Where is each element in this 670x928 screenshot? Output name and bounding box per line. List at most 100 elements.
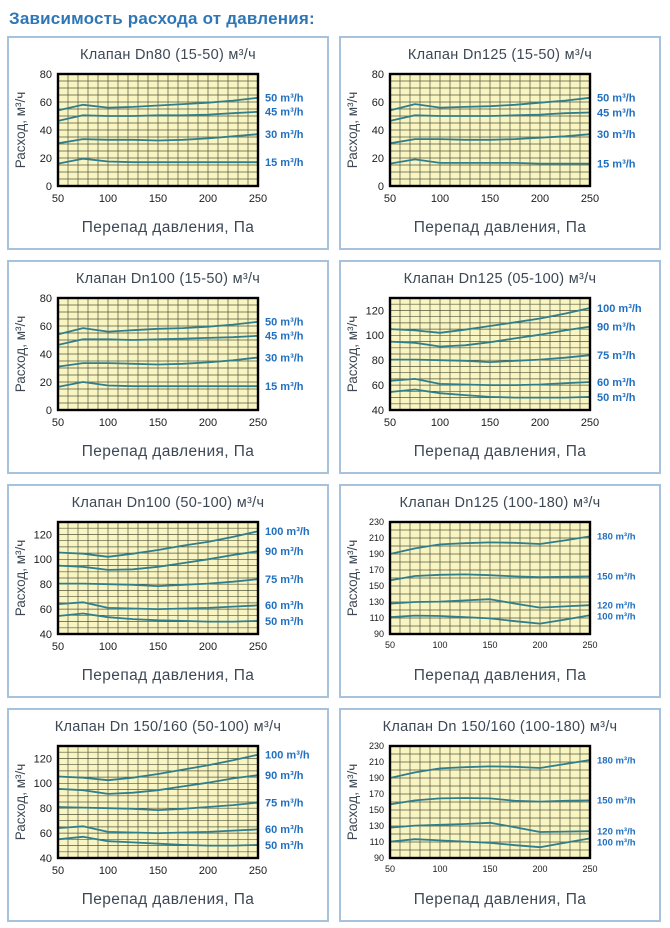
svg-text:150: 150 [482, 640, 497, 650]
chart-title: Клапан Dn 150/160 (100-180) м³/ч [382, 719, 618, 735]
svg-text:15 m³/h: 15 m³/h [265, 381, 304, 393]
svg-text:40: 40 [40, 629, 52, 641]
svg-text:100: 100 [99, 641, 117, 653]
svg-text:130: 130 [369, 597, 384, 607]
chart-panel-dn100-50-100: Клапан Dn100 (50-100) м³/ч 120 100 80 60 40 5… [7, 484, 329, 698]
x-axis-label: Перепад давления, Па [81, 891, 255, 908]
svg-text:50: 50 [52, 641, 64, 653]
svg-text:250: 250 [249, 193, 267, 205]
svg-text:150: 150 [149, 641, 167, 653]
svg-text:60: 60 [372, 97, 384, 109]
svg-text:200: 200 [532, 640, 547, 650]
svg-text:40: 40 [40, 125, 52, 137]
svg-text:250: 250 [249, 641, 267, 653]
svg-text:Расход, м³/ч: Расход, м³/ч [345, 316, 360, 393]
chart-title: Клапан Dn100 (50-100) м³/ч [71, 495, 265, 511]
svg-text:150: 150 [149, 865, 167, 877]
svg-text:90: 90 [374, 853, 384, 863]
svg-text:250: 250 [581, 193, 599, 205]
svg-text:200: 200 [199, 417, 217, 429]
svg-text:100: 100 [431, 417, 449, 429]
chart-panel-dn150-160-50-100: Клапан Dn 150/160 (50-100) м³/ч 120 100 80… [7, 708, 329, 922]
svg-text:60 m³/h: 60 m³/h [265, 600, 304, 612]
svg-text:30 m³/h: 30 m³/h [597, 129, 636, 141]
svg-text:20: 20 [40, 377, 52, 389]
svg-text:150: 150 [481, 193, 499, 205]
svg-text:50: 50 [52, 417, 64, 429]
chart-panel-dn100-15-50: Клапан Dn100 (15-50) м³/ч 80 60 40 20 0 50 100… [7, 260, 329, 474]
svg-text:Расход, м³/ч: Расход, м³/ч [13, 92, 28, 169]
chart-panel-dn125-05-100: Клапан Dn125 (05-100) м³/ч 120 100 80 60 40 5… [339, 260, 661, 474]
svg-text:80: 80 [40, 69, 52, 81]
svg-text:45 m³/h: 45 m³/h [265, 331, 304, 343]
chart-panel-dn80-15-50: Клапан Dn80 (15-50) м³/ч 80 60 40 20 0 50 100 1… [7, 36, 329, 250]
svg-text:Расход, м³/ч: Расход, м³/ч [345, 92, 360, 169]
svg-text:210: 210 [369, 757, 384, 767]
chart-panel-dn150-160-100-180: Клапан Dn 150/160 (100-180) м³/ч 230 210 1… [339, 708, 661, 922]
svg-text:50 m³/h: 50 m³/h [265, 840, 304, 852]
svg-text:50: 50 [384, 417, 396, 429]
svg-text:60: 60 [40, 604, 52, 616]
svg-text:0: 0 [46, 405, 52, 417]
svg-text:15 m³/h: 15 m³/h [597, 158, 636, 170]
svg-text:100 m³/h: 100 m³/h [265, 526, 310, 538]
svg-text:50 m³/h: 50 m³/h [597, 93, 636, 105]
svg-text:50: 50 [385, 640, 395, 650]
svg-text:100: 100 [99, 193, 117, 205]
svg-text:90: 90 [374, 629, 384, 639]
svg-text:Расход, м³/ч: Расход, м³/ч [13, 540, 28, 617]
svg-text:150 m³/h: 150 m³/h [597, 572, 636, 583]
svg-text:200: 200 [199, 865, 217, 877]
svg-text:45 m³/h: 45 m³/h [265, 107, 304, 119]
svg-text:20: 20 [372, 153, 384, 165]
svg-text:75 m³/h: 75 m³/h [597, 350, 636, 362]
x-axis-label: Перепад давления, Па [81, 667, 255, 684]
x-axis-label: Перепад давления, Па [413, 219, 587, 236]
svg-text:50: 50 [52, 193, 64, 205]
svg-text:200: 200 [531, 193, 549, 205]
x-axis-label: Перепад давления, Па [413, 667, 587, 684]
svg-text:100: 100 [34, 554, 52, 566]
svg-text:150: 150 [481, 417, 499, 429]
svg-text:150: 150 [149, 417, 167, 429]
svg-text:60 m³/h: 60 m³/h [265, 824, 304, 836]
svg-text:120 m³/h: 120 m³/h [597, 827, 636, 838]
svg-text:50 m³/h: 50 m³/h [265, 317, 304, 329]
svg-text:45 m³/h: 45 m³/h [597, 107, 636, 119]
chart-title: Клапан Dn 150/160 (50-100) м³/ч [54, 719, 282, 735]
svg-text:100 m³/h: 100 m³/h [597, 838, 636, 849]
svg-text:Расход, м³/ч: Расход, м³/ч [13, 764, 28, 841]
svg-text:180 m³/h: 180 m³/h [597, 755, 636, 766]
svg-text:250: 250 [249, 417, 267, 429]
svg-text:100: 100 [432, 864, 447, 874]
svg-text:210: 210 [369, 533, 384, 543]
svg-text:100: 100 [99, 417, 117, 429]
svg-text:20: 20 [40, 153, 52, 165]
svg-text:50 m³/h: 50 m³/h [265, 93, 304, 105]
svg-text:Расход, м³/ч: Расход, м³/ч [345, 540, 360, 617]
chart-title: Клапан Dn125 (05-100) м³/ч [403, 271, 597, 287]
svg-text:50: 50 [385, 864, 395, 874]
svg-text:60 m³/h: 60 m³/h [597, 377, 636, 389]
svg-text:40: 40 [40, 349, 52, 361]
svg-text:90 m³/h: 90 m³/h [265, 770, 304, 782]
svg-text:150 m³/h: 150 m³/h [597, 796, 636, 807]
svg-text:60: 60 [40, 97, 52, 109]
svg-text:100: 100 [432, 640, 447, 650]
chart-panel-dn125-15-50: Клапан Dn125 (15-50) м³/ч 80 60 40 20 0 50 100… [339, 36, 661, 250]
svg-text:100 m³/h: 100 m³/h [597, 303, 642, 315]
svg-text:150: 150 [369, 581, 384, 591]
svg-text:250: 250 [249, 865, 267, 877]
svg-text:80: 80 [40, 293, 52, 305]
x-axis-label: Перепад давления, Па [413, 443, 587, 460]
svg-text:Расход, м³/ч: Расход, м³/ч [345, 764, 360, 841]
svg-text:100 m³/h: 100 m³/h [265, 750, 310, 762]
svg-text:100: 100 [366, 330, 384, 342]
svg-text:200: 200 [199, 193, 217, 205]
svg-text:30 m³/h: 30 m³/h [265, 129, 304, 141]
